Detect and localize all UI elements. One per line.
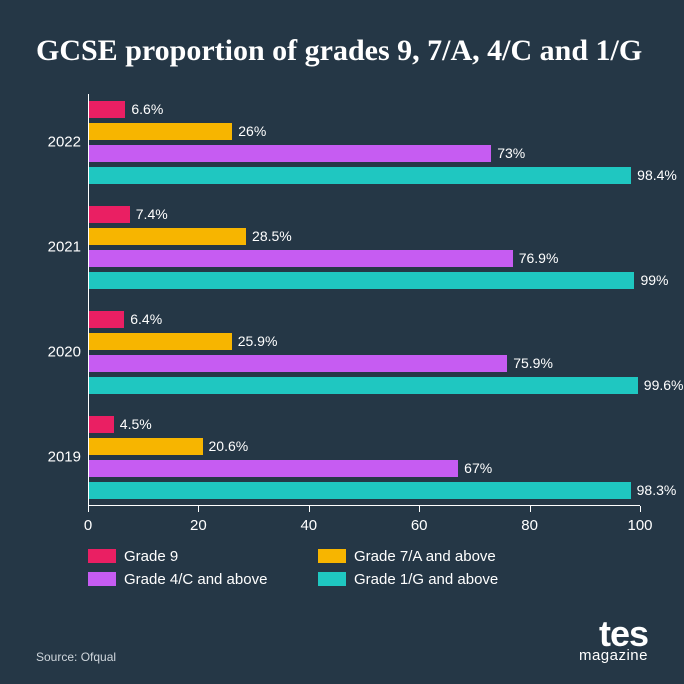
bar-value-label: 25.9% [232,333,278,350]
x-tick-mark [88,506,89,512]
bar-grade7a: 26% [89,123,232,140]
bar-grade9: 6.4% [89,311,124,328]
bar-value-label: 26% [232,123,266,140]
chart-area: 20226.6%26%73%98.4%20217.4%28.5%76.9%99%… [88,94,640,534]
bar-grade7a: 28.5% [89,228,246,245]
bar-value-label: 98.4% [631,167,677,184]
bar-grade4c: 75.9% [89,355,507,372]
bar-grade4c: 76.9% [89,250,513,267]
year-group-2022: 20226.6%26%73%98.4% [89,101,640,184]
bar-value-label: 73% [491,145,525,162]
x-tick-label: 60 [411,517,428,534]
legend-label: Grade 7/A and above [354,548,496,565]
legend-item-grade7a: Grade 7/A and above [318,548,578,565]
bar-grade1g: 98.3% [89,482,631,499]
bar-value-label: 6.4% [124,311,162,328]
logo-brand: tes [579,620,648,649]
bar-value-label: 75.9% [507,355,553,372]
year-label: 2019 [37,449,81,466]
bar-grade7a: 25.9% [89,333,232,350]
x-tick-label: 40 [300,517,317,534]
bar-value-label: 4.5% [114,416,152,433]
year-group-2019: 20194.5%20.6%67%98.3% [89,416,640,499]
bar-value-label: 99.6% [638,377,684,394]
bar-value-label: 20.6% [203,438,249,455]
legend: Grade 9 Grade 7/A and above Grade 4/C and … [88,548,648,588]
legend-item-grade9: Grade 9 [88,548,318,565]
source-text: Source: Ofqual [36,650,116,664]
plot-region: 20226.6%26%73%98.4%20217.4%28.5%76.9%99%… [88,94,640,506]
legend-swatch [88,572,116,586]
year-group-2020: 20206.4%25.9%75.9%99.6% [89,311,640,394]
bar-value-label: 6.6% [125,101,163,118]
year-label: 2021 [37,239,81,256]
x-tick-label: 0 [84,517,92,534]
bar-grade4c: 67% [89,460,458,477]
bar-grade1g: 99% [89,272,634,289]
legend-label: Grade 9 [124,548,178,565]
legend-item-grade4c: Grade 4/C and above [88,571,318,588]
bar-value-label: 28.5% [246,228,292,245]
bar-grade9: 7.4% [89,206,130,223]
logo-subtext: magazine [579,647,648,664]
legend-swatch [318,549,346,563]
bar-grade4c: 73% [89,145,491,162]
bar-grade7a: 20.6% [89,438,203,455]
legend-label: Grade 4/C and above [124,571,267,588]
legend-swatch [318,572,346,586]
x-tick-label: 80 [521,517,538,534]
x-tick-label: 20 [190,517,207,534]
bar-grade9: 4.5% [89,416,114,433]
bar-value-label: 99% [634,272,668,289]
legend-label: Grade 1/G and above [354,571,498,588]
chart-title: GCSE proportion of grades 9, 7/A, 4/C an… [36,32,648,70]
year-group-2021: 20217.4%28.5%76.9%99% [89,206,640,289]
x-tick-mark [309,506,310,512]
bar-value-label: 67% [458,460,492,477]
x-tick-mark [198,506,199,512]
bar-value-label: 7.4% [130,206,168,223]
x-tick-label: 100 [627,517,652,534]
legend-swatch [88,549,116,563]
legend-item-grade1g: Grade 1/G and above [318,571,578,588]
year-label: 2022 [37,134,81,151]
year-label: 2020 [37,344,81,361]
x-tick-mark [530,506,531,512]
bar-value-label: 76.9% [513,250,559,267]
x-tick-mark [640,506,641,512]
x-tick-mark [419,506,420,512]
bar-grade1g: 99.6% [89,377,638,394]
bar-grade1g: 98.4% [89,167,631,184]
bar-grade9: 6.6% [89,101,125,118]
bar-value-label: 98.3% [631,482,677,499]
publisher-logo: tes magazine [579,620,648,664]
